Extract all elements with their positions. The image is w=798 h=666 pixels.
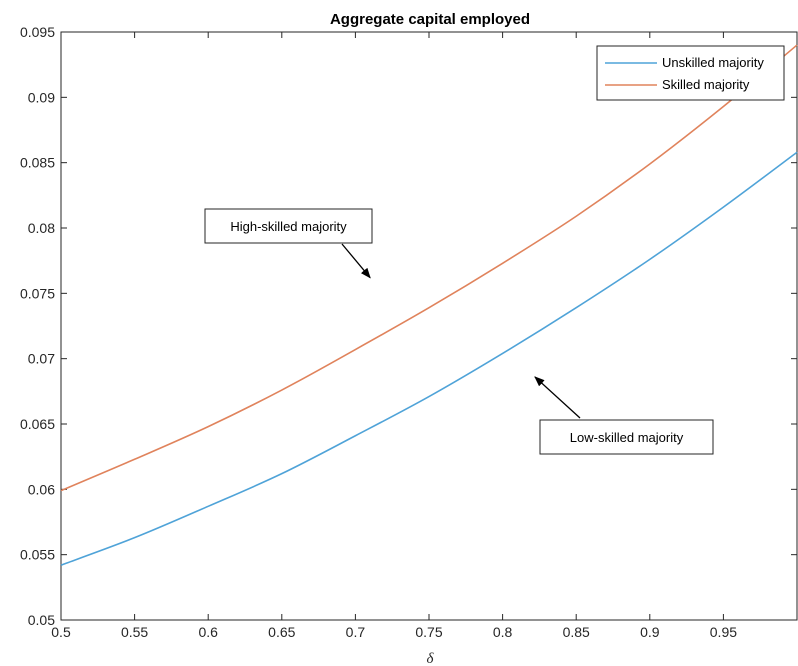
x-tick-label: 0.75 <box>415 624 442 640</box>
x-tick-label: 0.55 <box>121 624 148 640</box>
chart-title: Aggregate capital employed <box>330 11 530 28</box>
annotation-box <box>539 419 714 455</box>
annotation-box <box>204 208 373 244</box>
annotation-arrow <box>341 243 371 279</box>
annotation-label: High-skilled majority <box>230 219 347 234</box>
series-line-skilled-majority <box>60 44 798 492</box>
x-tick-label: 0.6 <box>198 624 218 640</box>
x-tick-label: 0.85 <box>563 624 590 640</box>
y-tick-label: 0.055 <box>20 547 55 563</box>
y-tick-label: 0.09 <box>28 89 55 105</box>
x-tick-label: 0.9 <box>640 624 660 640</box>
annotation-label: Low-skilled majority <box>570 430 684 445</box>
legend-label: Skilled majority <box>662 77 750 92</box>
legend-label: Unskilled majority <box>662 55 764 70</box>
x-axis-label: δ <box>427 651 435 666</box>
plot-frame <box>60 31 798 621</box>
x-tick-label: 0.8 <box>493 624 513 640</box>
y-tick-label: 0.07 <box>28 351 55 367</box>
x-tick-label: 0.7 <box>346 624 366 640</box>
x-tick-label: 0.65 <box>268 624 295 640</box>
annotation-arrow <box>534 376 581 419</box>
y-tick-label: 0.06 <box>28 481 55 497</box>
y-tick-label: 0.08 <box>28 220 55 236</box>
y-tick-label: 0.05 <box>28 612 55 628</box>
legend-box <box>596 45 785 101</box>
x-tick-label: 0.5 <box>51 624 71 640</box>
y-tick-label: 0.065 <box>20 416 55 432</box>
y-tick-label: 0.075 <box>20 285 55 301</box>
x-tick-label: 0.95 <box>710 624 737 640</box>
y-tick-label: 0.095 <box>20 24 55 40</box>
y-tick-label: 0.085 <box>20 155 55 171</box>
series-line-unskilled-majority <box>60 151 798 566</box>
